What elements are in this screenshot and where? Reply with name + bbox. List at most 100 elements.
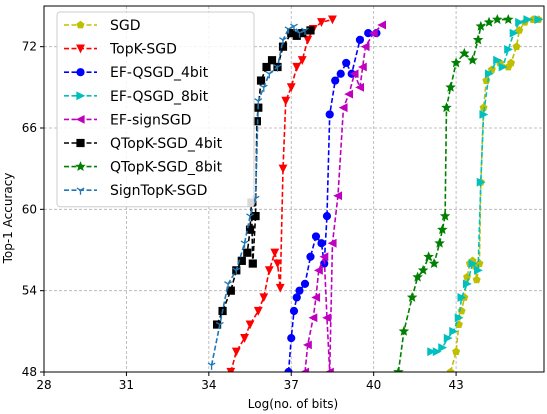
data-point — [492, 14, 503, 25]
data-point — [237, 256, 246, 265]
series-line — [449, 18, 539, 372]
data-point — [273, 64, 282, 72]
data-point — [472, 34, 484, 45]
data-point — [281, 96, 291, 106]
data-point — [498, 62, 508, 72]
data-point — [248, 259, 257, 268]
data-point — [423, 251, 434, 262]
data-point — [443, 333, 453, 343]
x-axis-label: Log(no. of bits) — [248, 397, 338, 411]
legend-swatch-marker — [76, 91, 86, 101]
data-point — [327, 238, 337, 248]
data-point — [300, 279, 310, 288]
data-point — [253, 306, 263, 316]
x-tick-label: 31 — [119, 378, 134, 392]
series-topk-sgd — [226, 15, 337, 372]
data-point — [342, 58, 351, 68]
data-point — [459, 47, 470, 58]
data-point — [434, 237, 445, 248]
y-tick-label: 72 — [22, 40, 37, 54]
axis-ticks: 28 31 34 37 40 43 48 54 60 66 72 — [22, 40, 464, 392]
plot-frame — [43, 5, 545, 373]
series-ef-signsgd — [300, 20, 387, 372]
data-point — [475, 259, 484, 267]
data-point — [306, 252, 315, 261]
data-point — [483, 16, 495, 27]
legend-entry: EF-QSGD_8bit — [64, 89, 209, 105]
data-point — [322, 212, 332, 221]
data-point — [303, 340, 312, 350]
data-point — [273, 259, 282, 269]
data-point — [473, 265, 483, 275]
data-point — [270, 248, 280, 258]
legend-label: SGD — [110, 18, 141, 34]
data-point — [437, 224, 448, 235]
data-point — [357, 62, 367, 72]
data-point — [324, 367, 334, 372]
data-point — [308, 313, 318, 323]
data-point — [240, 334, 249, 343]
data-point — [292, 293, 301, 302]
data-point — [254, 98, 263, 106]
data-point — [300, 367, 310, 372]
data-point — [507, 58, 516, 67]
data-point — [278, 164, 288, 174]
data-point — [333, 191, 343, 201]
data-point — [457, 293, 467, 302]
y-axis-label: Top-1 Accuracy — [1, 173, 15, 265]
data-point — [515, 26, 524, 34]
data-point — [427, 347, 437, 357]
data-point — [450, 57, 462, 68]
series-line — [304, 24, 383, 372]
data-point — [377, 20, 387, 30]
legend-entry: TopK-SGD — [64, 42, 177, 58]
data-point — [290, 23, 298, 31]
data-point — [445, 81, 456, 92]
data-point — [301, 27, 309, 35]
legend-label: EF-QSGD_4bit — [110, 65, 209, 81]
data-point — [338, 103, 348, 113]
data-point — [226, 367, 236, 372]
data-point — [264, 266, 274, 276]
data-point — [286, 83, 296, 93]
data-point — [311, 293, 321, 302]
series-ef-qsgd-8bit — [427, 15, 544, 357]
data-point — [251, 212, 260, 221]
series-signtopk-sgd — [207, 23, 309, 370]
data-point — [360, 42, 370, 52]
y-tick-label: 66 — [22, 121, 37, 135]
legend-swatch-marker — [75, 161, 86, 172]
data-point — [439, 210, 451, 221]
data-point — [265, 71, 274, 79]
data-point — [446, 367, 455, 372]
data-point — [452, 347, 461, 356]
data-point — [306, 26, 315, 35]
data-point — [297, 56, 307, 65]
data-point — [467, 54, 478, 65]
data-point — [245, 225, 255, 234]
data-point — [295, 30, 304, 38]
data-point — [246, 213, 254, 221]
data-point — [289, 306, 299, 316]
data-point — [523, 15, 533, 24]
series-line — [431, 18, 539, 353]
data-point — [454, 313, 464, 323]
data-point — [349, 69, 359, 79]
data-point — [325, 110, 334, 119]
data-point — [509, 28, 519, 38]
data-point — [317, 239, 326, 248]
data-point — [479, 110, 489, 119]
data-point — [279, 37, 287, 45]
legend-entry: SGD — [64, 18, 141, 34]
data-point — [468, 259, 478, 268]
legend-label: EF-QSGD_8bit — [110, 89, 209, 105]
data-point — [259, 293, 269, 303]
legend-swatch-marker — [76, 20, 85, 29]
data-point — [462, 279, 472, 289]
data-point — [515, 17, 524, 27]
x-tick-label: 40 — [366, 378, 381, 392]
data-point — [311, 232, 321, 241]
data-point — [240, 240, 249, 248]
data-point — [287, 334, 296, 343]
